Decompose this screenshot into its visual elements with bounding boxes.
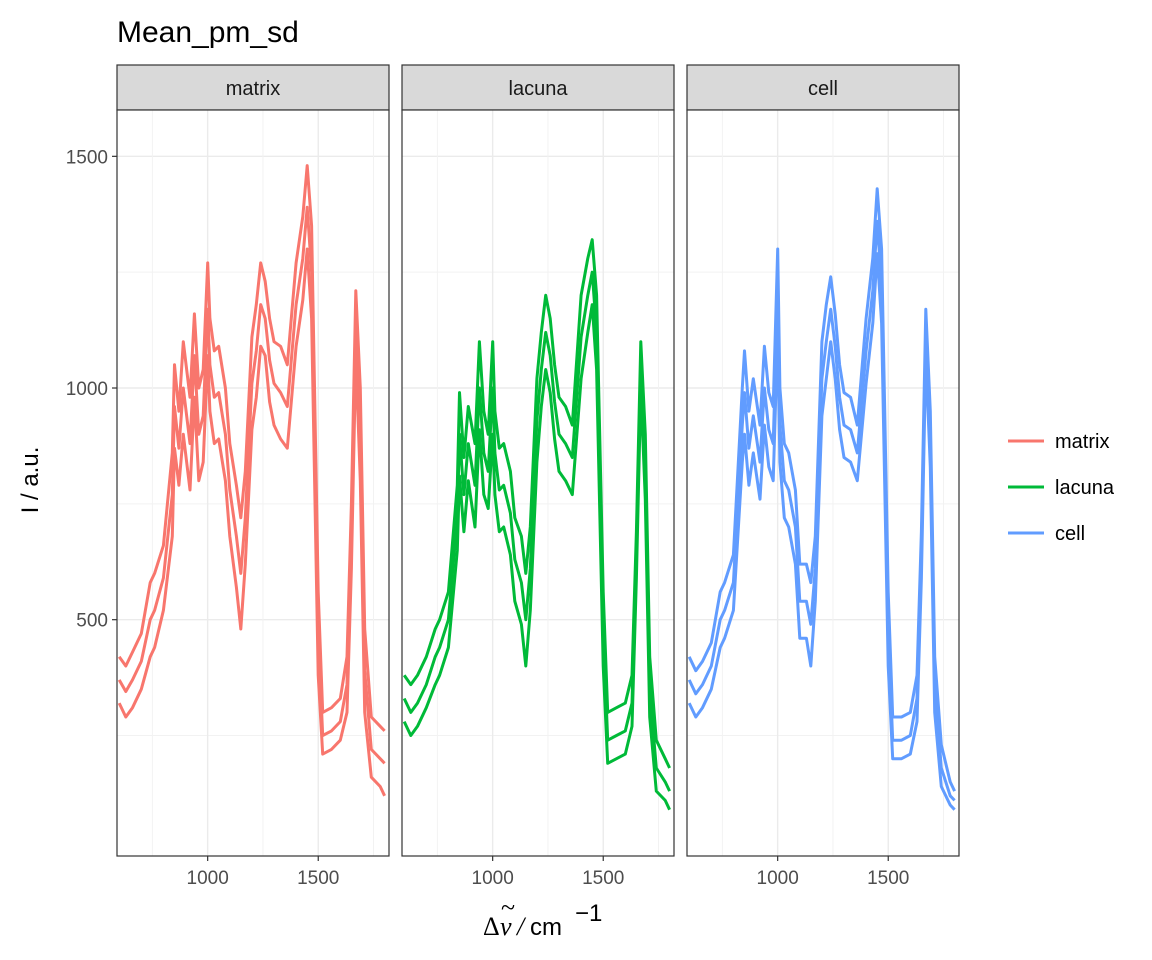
legend: matrix lacuna cell [1008,431,1115,545]
x-axis-title-tilde: ~ [501,893,515,922]
strip-label-matrix: matrix [226,78,280,100]
x-tick-label: 1500 [297,868,339,889]
legend-label-matrix: matrix [1055,431,1109,453]
x-axis-title-exponent: −1 [575,900,602,927]
plot-area-cell [687,110,959,856]
legend-item-lacuna: lacuna [1008,477,1115,499]
series-line-matrix-upper [117,164,386,732]
x-tick-label: 1000 [187,868,229,889]
chart-title: Mean_pm_sd [117,16,299,49]
series-line-matrix-mean [117,205,386,765]
legend-label-cell: cell [1055,523,1085,545]
x-tick-label: 1000 [472,868,514,889]
panel-border-lacuna [401,109,675,857]
plot-area-lacuna [402,110,674,856]
legend-item-matrix: matrix [1008,431,1109,453]
legend-label-lacuna: lacuna [1055,477,1115,499]
x-tick-label: 1500 [867,868,909,889]
series-line-cell-lower [687,252,956,811]
x-axis-title-unit: cm [530,914,562,941]
series-line-lacuna-lower [402,303,671,811]
y-tick-label: 500 [76,611,108,632]
panel-lacuna: lacuna 1000 1500 [401,64,675,889]
x-axis-title-delta: Δ [483,912,500,941]
y-tick-label: 1500 [66,147,108,168]
panel-cell: cell 1000 1500 [686,64,960,889]
series-line-lacuna-mean [402,270,671,792]
x-axis-title: Δ ν ~ / cm −1 [483,893,602,941]
strip-matrix [116,64,390,111]
x-tick-label: 1500 [582,868,624,889]
series-line-matrix-lower [117,247,386,797]
series-line-lacuna-upper [402,238,671,769]
y-tick-label: 1000 [66,379,108,400]
panel-border-cell [686,109,960,857]
strip-label-lacuna: lacuna [509,78,569,100]
panel-border-matrix [116,109,390,857]
x-tick-label: 1000 [757,868,799,889]
x-axis-title-nu: ν [500,912,512,941]
legend-item-cell: cell [1008,523,1085,545]
strip-label-cell: cell [808,78,838,100]
y-axis-title: I / a.u. [17,447,44,514]
panel-matrix: matrix 1000 1500 500 1000 1500 [66,64,390,889]
plot-area-matrix [117,110,389,856]
x-axis-title-slash: / [515,912,527,941]
